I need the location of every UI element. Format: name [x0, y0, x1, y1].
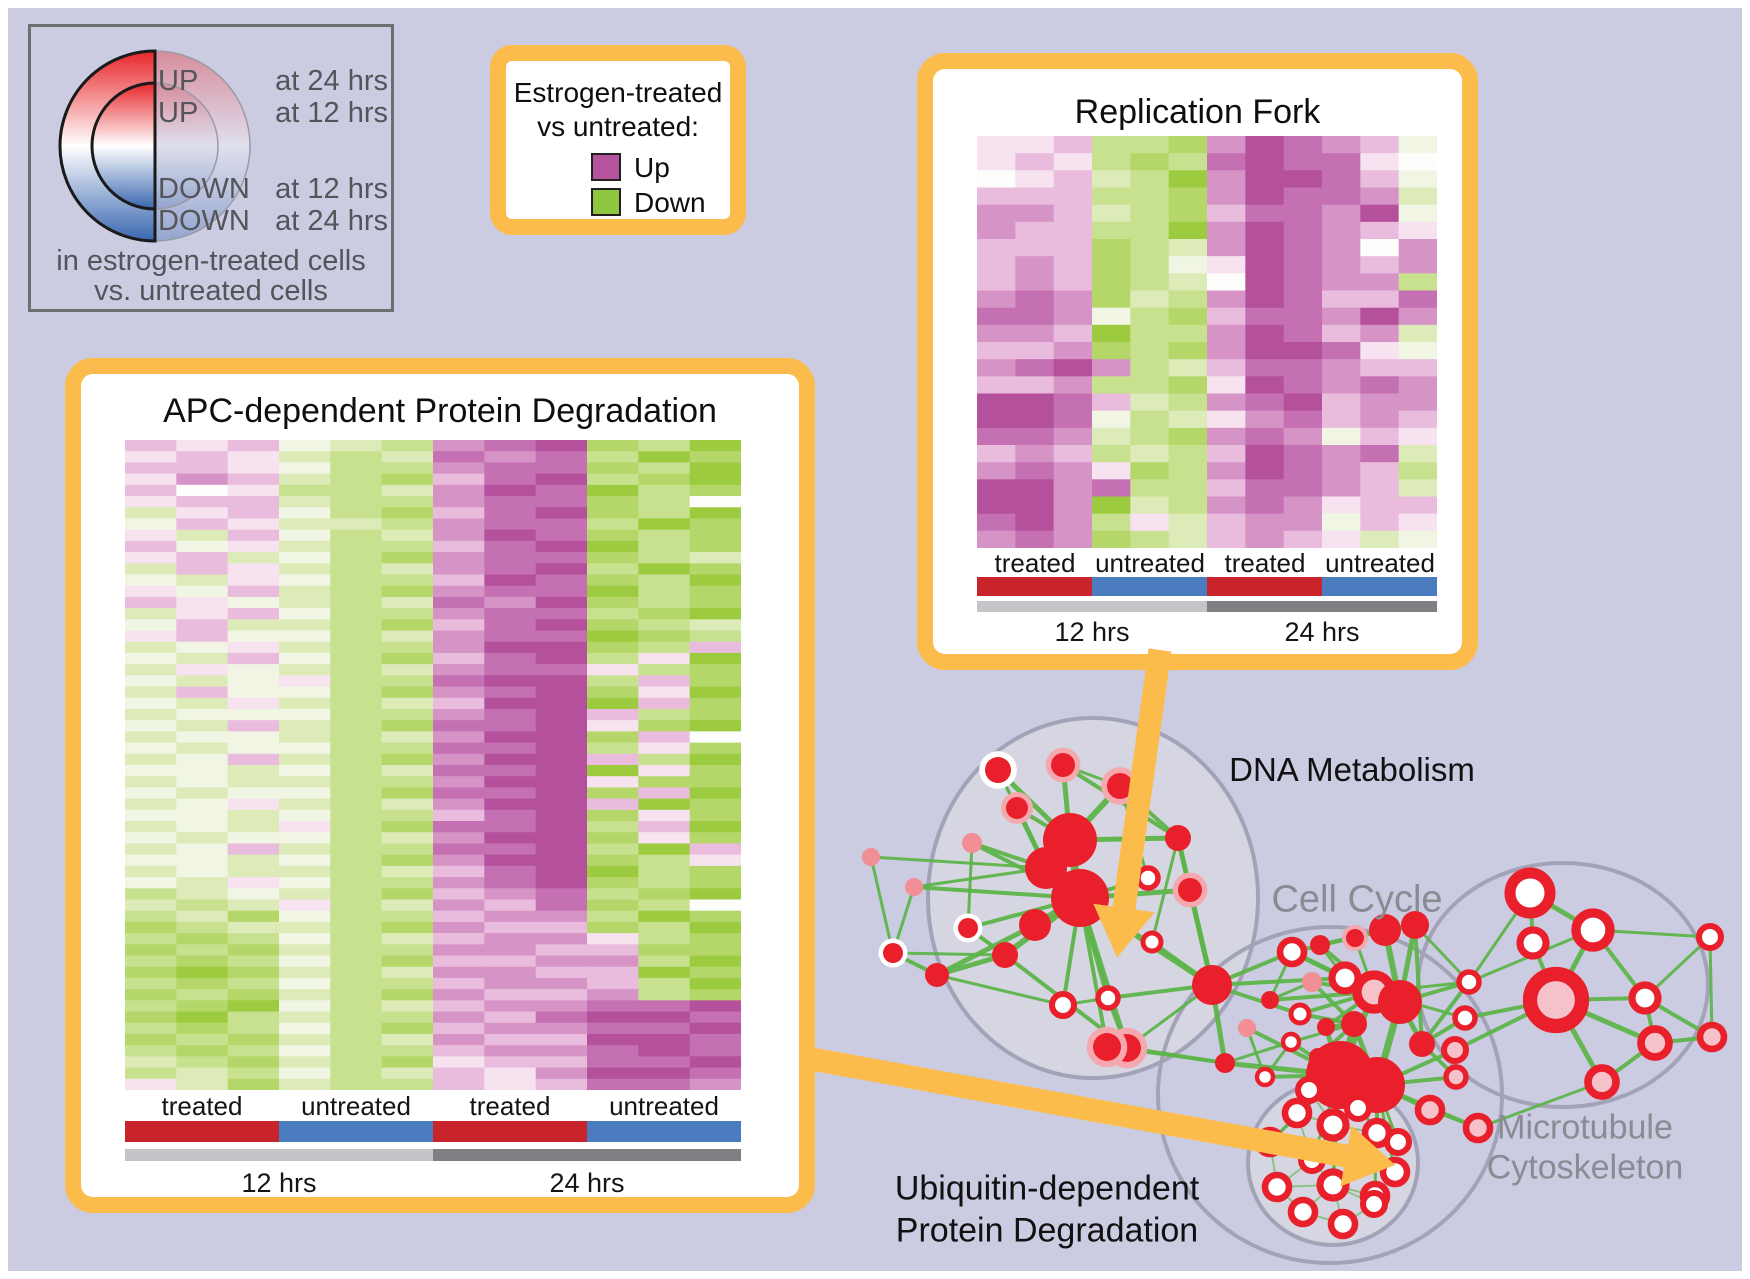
rf-24h-bar — [1207, 601, 1437, 612]
cluster-label-cell-cycle: Cell Cycle — [1271, 878, 1443, 921]
rf-treated-bar-12h — [977, 577, 1092, 596]
apc-group-label-1: treated — [161, 1091, 243, 1121]
rf-12hrs-label: 12 hrs — [1054, 617, 1130, 647]
rf-treated-bar-24h — [1207, 577, 1322, 596]
scale-word-down24: DOWN — [158, 205, 250, 237]
cluster-label-ubiquitin-line1: Ubiquitin-dependent — [894, 1169, 1200, 1208]
rf-untreated-bar-24h — [1322, 577, 1437, 596]
cluster-label-ubiquitin-line2: Protein Degradation — [895, 1211, 1199, 1250]
rf-group-label-2: untreated — [1095, 548, 1205, 578]
scale-footer-line1: in estrogen-treated cells — [56, 245, 366, 277]
replication-fork-title: Replication Fork — [1074, 93, 1321, 131]
replication-fork-heatmap — [977, 136, 1437, 548]
apc-untreated-bar-24h — [587, 1121, 741, 1142]
scale-time-up12: at 12 hrs — [275, 97, 388, 129]
up-swatch-label: Up — [634, 152, 670, 183]
apc-24hrs-label: 24 hrs — [549, 1168, 625, 1198]
cluster-label-microtubule-line2: Cytoskeleton — [1486, 1148, 1684, 1187]
apc-24h-bar — [433, 1149, 741, 1161]
scale-time-up24: at 24 hrs — [275, 65, 388, 97]
rf-group-label-4: untreated — [1325, 548, 1435, 578]
rf-group-label-3: treated — [1224, 548, 1306, 578]
apc-untreated-bar-12h — [279, 1121, 433, 1142]
up-color-swatch — [591, 153, 621, 181]
rf-12h-bar — [977, 601, 1207, 612]
apc-title: APC-dependent Protein Degradation — [163, 392, 717, 430]
updown-legend-box: Estrogen-treated vs untreated: Up Down — [490, 45, 746, 235]
apc-group-label-3: treated — [469, 1091, 551, 1121]
rf-24hrs-label: 24 hrs — [1284, 617, 1360, 647]
cluster-label-dna-metabolism: DNA Metabolism — [1229, 751, 1475, 788]
updown-gradient-donut-icon — [58, 49, 254, 243]
down-color-swatch — [591, 188, 621, 216]
scale-footer-line2: vs. untreated cells — [94, 275, 328, 307]
apc-heatmap — [125, 440, 741, 1090]
updown-legend-title-line1: Estrogen-treated — [513, 77, 723, 108]
rf-untreated-bar-12h — [1092, 577, 1207, 596]
apc-group-label-4: untreated — [609, 1091, 719, 1121]
scale-word-up12: UP — [158, 97, 199, 129]
scale-word-down12: DOWN — [158, 173, 250, 205]
cluster-label-microtubule-line1: Microtubule — [1497, 1108, 1673, 1147]
scale-legend-box: UP at 24 hrs UP at 12 hrs DOWN at 12 hrs… — [28, 24, 394, 312]
apc-treated-bar-24h — [433, 1121, 587, 1142]
updown-legend-title-line2: vs untreated: — [537, 111, 699, 142]
apc-12hrs-label: 12 hrs — [241, 1168, 317, 1198]
scale-word-up24: UP — [158, 65, 199, 97]
rf-group-label-1: treated — [994, 548, 1076, 578]
scale-time-down12: at 12 hrs — [275, 173, 388, 205]
apc-group-label-2: untreated — [301, 1091, 411, 1121]
apc-treated-bar-12h — [125, 1121, 279, 1142]
apc-12h-bar — [125, 1149, 433, 1161]
down-swatch-label: Down — [634, 187, 706, 218]
scale-time-down24: at 24 hrs — [275, 205, 388, 237]
